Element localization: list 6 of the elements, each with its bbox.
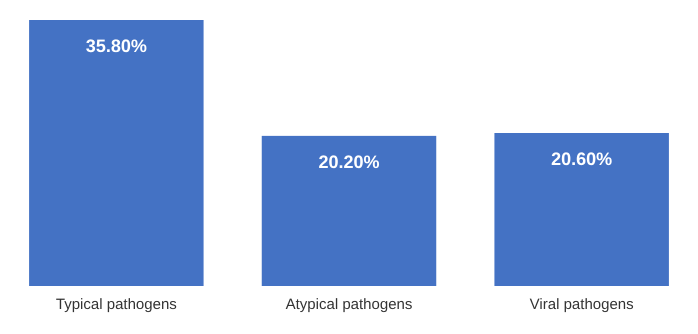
x-tick-label: Viral pathogens <box>530 296 634 314</box>
data-label: 35.80% <box>86 36 147 56</box>
data-label: 20.60% <box>551 148 612 169</box>
x-tick-label: Atypical pathogens <box>286 296 412 314</box>
data-label: 20.20% <box>318 152 380 172</box>
x-tick-label: Typical pathogens <box>56 296 177 314</box>
